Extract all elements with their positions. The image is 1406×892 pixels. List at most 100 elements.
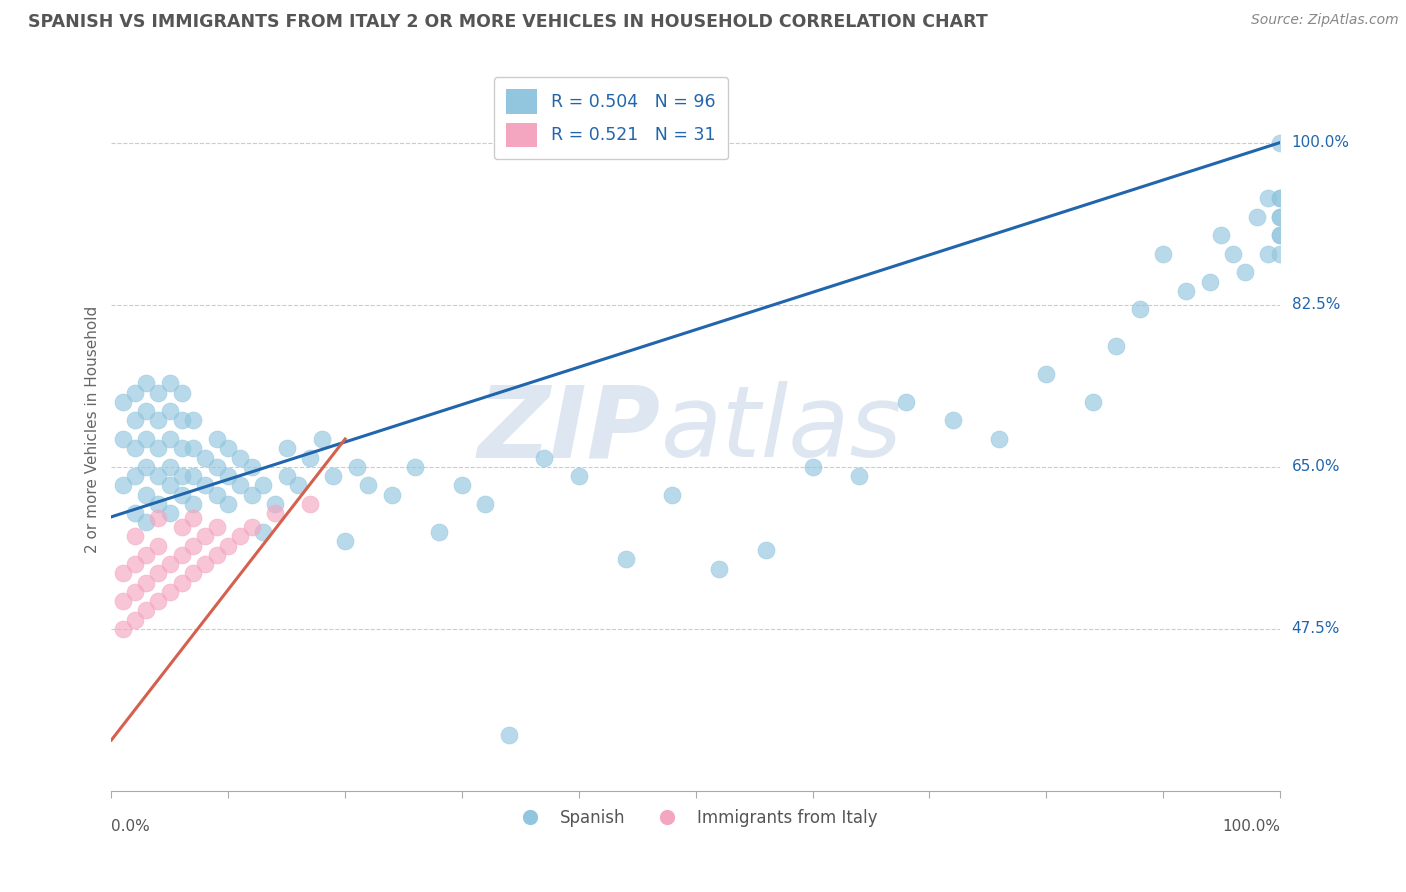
Point (311, 432, 333, 446)
Point (181, 497, 204, 511)
Point (427, 524, 450, 539)
Point (159, 557, 181, 571)
Point (170, 469, 193, 483)
Point (614, 552, 637, 566)
Point (124, 529, 146, 543)
Point (568, 469, 591, 483)
Text: 100.0%: 100.0% (1222, 819, 1279, 834)
Point (159, 478, 181, 492)
Point (124, 442, 146, 456)
Point (381, 487, 404, 501)
Point (112, 622, 135, 636)
Point (1152, 246, 1174, 260)
Point (229, 529, 252, 543)
Point (112, 594, 135, 608)
Text: ZIP: ZIP (478, 381, 661, 478)
Point (1268, 246, 1291, 260)
Point (159, 585, 181, 599)
Point (1175, 284, 1198, 298)
Point (135, 516, 157, 530)
Point (1246, 210, 1268, 224)
Point (498, 728, 520, 742)
Point (194, 450, 217, 465)
Point (1233, 265, 1256, 279)
Point (135, 376, 157, 391)
Point (205, 520, 228, 534)
Point (135, 575, 157, 590)
Point (1081, 395, 1104, 409)
Point (124, 469, 146, 483)
Point (276, 469, 298, 483)
Point (1035, 367, 1057, 381)
Point (146, 566, 169, 581)
Point (170, 487, 193, 501)
Point (322, 469, 344, 483)
Point (146, 442, 169, 456)
Text: 47.5%: 47.5% (1292, 622, 1340, 636)
Point (159, 459, 181, 474)
Point (1268, 210, 1291, 224)
Point (112, 432, 135, 446)
Point (1268, 191, 1291, 205)
Point (848, 469, 870, 483)
Point (1268, 210, 1291, 224)
Point (1257, 191, 1279, 205)
Point (264, 497, 287, 511)
Point (217, 442, 239, 456)
Point (170, 413, 193, 427)
Point (240, 487, 263, 501)
Point (894, 395, 917, 409)
Point (146, 469, 169, 483)
Point (124, 557, 146, 571)
Point (146, 497, 169, 511)
Point (707, 562, 730, 576)
Point (252, 478, 274, 492)
Point (124, 585, 146, 599)
Point (159, 404, 181, 418)
Point (181, 442, 204, 456)
Point (1268, 228, 1291, 243)
Point (170, 548, 193, 562)
Point (181, 566, 204, 581)
Point (205, 548, 228, 562)
Point (346, 459, 368, 474)
Point (755, 543, 778, 558)
Point (1198, 275, 1220, 289)
Point (661, 487, 683, 501)
Text: Source: ZipAtlas.com: Source: ZipAtlas.com (1251, 13, 1399, 28)
Point (205, 487, 228, 501)
Point (217, 469, 239, 483)
Point (112, 395, 135, 409)
Point (1222, 246, 1244, 260)
Text: SPANISH VS IMMIGRANTS FROM ITALY 2 OR MORE VEHICLES IN HOUSEHOLD CORRELATION CHA: SPANISH VS IMMIGRANTS FROM ITALY 2 OR MO… (28, 13, 988, 31)
Point (170, 520, 193, 534)
Point (194, 557, 217, 571)
Point (159, 506, 181, 520)
Point (135, 487, 157, 501)
Point (276, 442, 298, 456)
Point (181, 539, 204, 553)
Point (1268, 191, 1291, 205)
Text: atlas: atlas (661, 381, 903, 478)
Point (252, 524, 274, 539)
Text: 65.0%: 65.0% (1292, 459, 1340, 475)
Point (801, 459, 824, 474)
Point (942, 413, 965, 427)
Point (217, 497, 239, 511)
Point (170, 575, 193, 590)
Point (1257, 246, 1279, 260)
Point (170, 385, 193, 400)
Point (217, 539, 239, 553)
Point (357, 478, 380, 492)
Legend: Spanish, Immigrants from Italy: Spanish, Immigrants from Italy (506, 802, 884, 833)
Point (1211, 228, 1233, 243)
Point (194, 478, 217, 492)
Point (146, 385, 169, 400)
Point (299, 450, 322, 465)
Point (135, 432, 157, 446)
Point (181, 413, 204, 427)
Point (1268, 136, 1291, 150)
Point (124, 413, 146, 427)
Point (1129, 302, 1152, 317)
Text: 100.0%: 100.0% (1292, 135, 1350, 150)
